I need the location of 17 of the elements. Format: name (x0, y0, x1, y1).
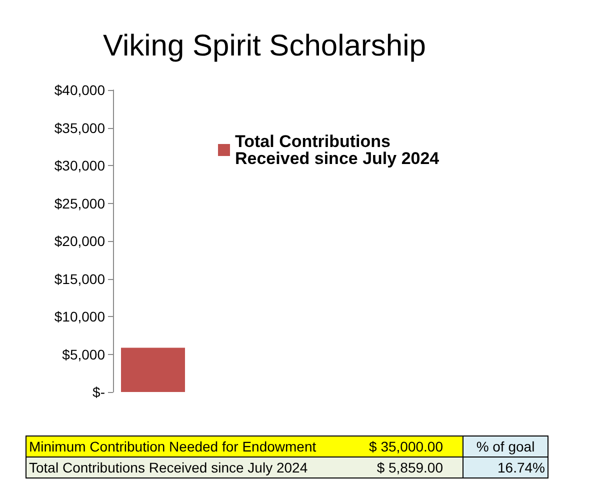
y-tick-label: $20,000 (54, 233, 106, 249)
y-tick-label: $25,000 (54, 195, 106, 212)
y-tick-label: $- (92, 384, 106, 400)
text: Minimum Contribution Needed for Endowment (29, 438, 316, 454)
text: 16.74% (498, 460, 545, 476)
y-tick-label: $35,000 (54, 120, 106, 136)
text: Total Contributions Received since July 2024 (29, 460, 308, 476)
y-tick-label: $15,000 (54, 270, 106, 287)
legend-label: Total Contributions Received since July 2024 (235, 132, 440, 168)
y-tick-label: $40,000 (54, 82, 106, 98)
y-tick-label: $10,000 (54, 308, 106, 324)
text: $ 35,000.00 (369, 438, 444, 454)
text: Viking Spirit Scholarship (103, 30, 426, 62)
y-tick-label: $30,000 (54, 158, 106, 174)
text: % of goal (476, 438, 535, 454)
y-tick-label: $5,000 (62, 346, 106, 362)
text: $ 5,859.00 (376, 460, 444, 476)
